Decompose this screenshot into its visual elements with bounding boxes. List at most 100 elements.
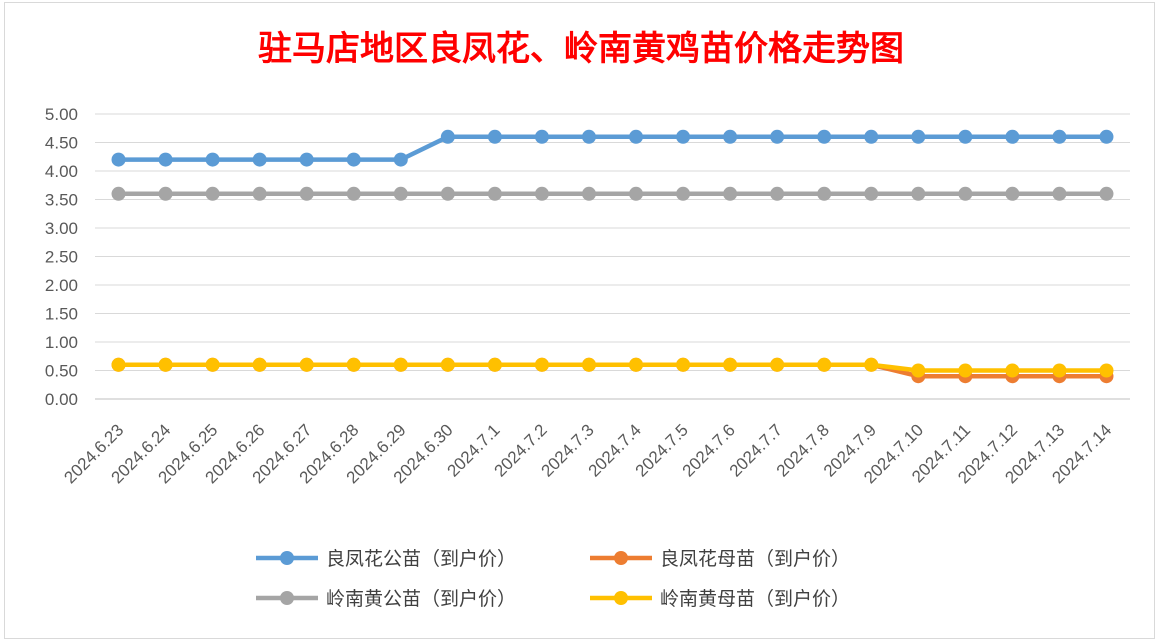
data-point (158, 186, 173, 201)
data-point (864, 129, 879, 144)
data-point (346, 186, 361, 201)
legend-swatch-marker (614, 591, 628, 605)
data-point (958, 186, 973, 201)
data-point (676, 186, 691, 201)
data-point (581, 186, 596, 201)
data-point (440, 129, 455, 144)
data-point (770, 357, 785, 372)
data-point (346, 357, 361, 372)
data-point (299, 186, 314, 201)
data-point (629, 357, 644, 372)
y-tick-label: 0.00 (45, 390, 78, 409)
data-point (205, 186, 220, 201)
data-point (111, 357, 126, 372)
legend: 良凤花公苗（到户价） 良凤花母苗（到户价） 岭南黄公苗（到户价） 岭南黄母苗（到户价） (256, 548, 850, 610)
data-point (1052, 363, 1067, 378)
data-point (487, 129, 502, 144)
legend-label: 良凤花母苗（到户价） (660, 548, 850, 570)
series-line (118, 362, 1107, 373)
series-lines (111, 129, 1114, 384)
data-point (1099, 129, 1114, 144)
data-point (864, 357, 879, 372)
data-point (1099, 186, 1114, 201)
data-point (817, 186, 832, 201)
y-tick-label: 4.50 (45, 134, 78, 153)
data-point (393, 186, 408, 201)
data-point (346, 152, 361, 167)
data-point (252, 186, 267, 201)
data-point (911, 129, 926, 144)
series-1 (111, 129, 1114, 167)
data-point (629, 129, 644, 144)
legend-item: 岭南黄公苗（到户价） (256, 588, 516, 610)
data-point (252, 152, 267, 167)
data-point (676, 129, 691, 144)
chart-frame: 驻马店地区良凤花、岭南黄鸡苗价格走势图 0.00 0.50 1.00 1.50 2.00… (4, 2, 1155, 639)
legend-swatch-marker (614, 551, 628, 565)
data-point (581, 357, 596, 372)
data-point (487, 357, 502, 372)
data-point (770, 129, 785, 144)
data-point (534, 186, 549, 201)
data-point (1005, 363, 1020, 378)
data-point (723, 186, 738, 201)
gridlines (95, 113, 1130, 400)
data-point (111, 186, 126, 201)
data-point (440, 186, 455, 201)
data-point (299, 357, 314, 372)
data-point (158, 152, 173, 167)
data-point (158, 357, 173, 372)
series-line (118, 134, 1107, 162)
data-point (487, 186, 502, 201)
data-point (723, 129, 738, 144)
data-point (958, 129, 973, 144)
y-axis-ticks: 0.00 0.50 1.00 1.50 2.00 2.50 3.00 3.50 4.00 4.50… (45, 105, 78, 409)
legend-swatch-marker (280, 551, 294, 565)
data-point (1005, 186, 1020, 201)
series-4 (111, 357, 1114, 378)
chart-title: 驻马店地区良凤花、岭南黄鸡苗价格走势图 (258, 29, 904, 69)
legend-item: 岭南黄母苗（到户价） (590, 588, 850, 610)
legend-item: 良凤花公苗（到户价） (256, 548, 516, 570)
data-point (817, 357, 832, 372)
data-point (205, 357, 220, 372)
data-point (958, 363, 973, 378)
y-tick-label: 5.00 (45, 105, 78, 124)
series-3 (111, 186, 1114, 201)
data-point (1052, 186, 1067, 201)
data-point (911, 363, 926, 378)
y-tick-label: 4.00 (45, 162, 78, 181)
data-point (581, 129, 596, 144)
legend-label: 岭南黄公苗（到户价） (326, 588, 516, 610)
y-tick-label: 0.50 (45, 362, 78, 381)
data-point (676, 357, 691, 372)
y-tick-label: 3.50 (45, 191, 78, 210)
y-tick-label: 1.00 (45, 333, 78, 352)
data-point (393, 152, 408, 167)
y-tick-label: 1.50 (45, 305, 78, 324)
data-point (911, 186, 926, 201)
data-point (1005, 129, 1020, 144)
data-point (629, 186, 644, 201)
data-point (1052, 129, 1067, 144)
x-axis-ticks: 2024.6.232024.6.242024.6.252024.6.262024… (60, 420, 1115, 487)
legend-label: 岭南黄母苗（到户价） (660, 588, 850, 610)
data-point (111, 152, 126, 167)
data-point (534, 129, 549, 144)
data-point (1099, 363, 1114, 378)
data-point (723, 357, 738, 372)
y-tick-label: 3.00 (45, 219, 78, 238)
legend-item: 良凤花母苗（到户价） (590, 548, 850, 570)
data-point (864, 186, 879, 201)
y-tick-label: 2.50 (45, 248, 78, 267)
line-chart: 驻马店地区良凤花、岭南黄鸡苗价格走势图 0.00 0.50 1.00 1.50 2.00… (45, 29, 1130, 610)
data-point (534, 357, 549, 372)
data-point (252, 357, 267, 372)
data-point (299, 152, 314, 167)
y-tick-label: 2.00 (45, 276, 78, 295)
data-point (440, 357, 455, 372)
legend-label: 良凤花公苗（到户价） (326, 548, 516, 570)
data-point (205, 152, 220, 167)
data-point (393, 357, 408, 372)
data-point (817, 129, 832, 144)
